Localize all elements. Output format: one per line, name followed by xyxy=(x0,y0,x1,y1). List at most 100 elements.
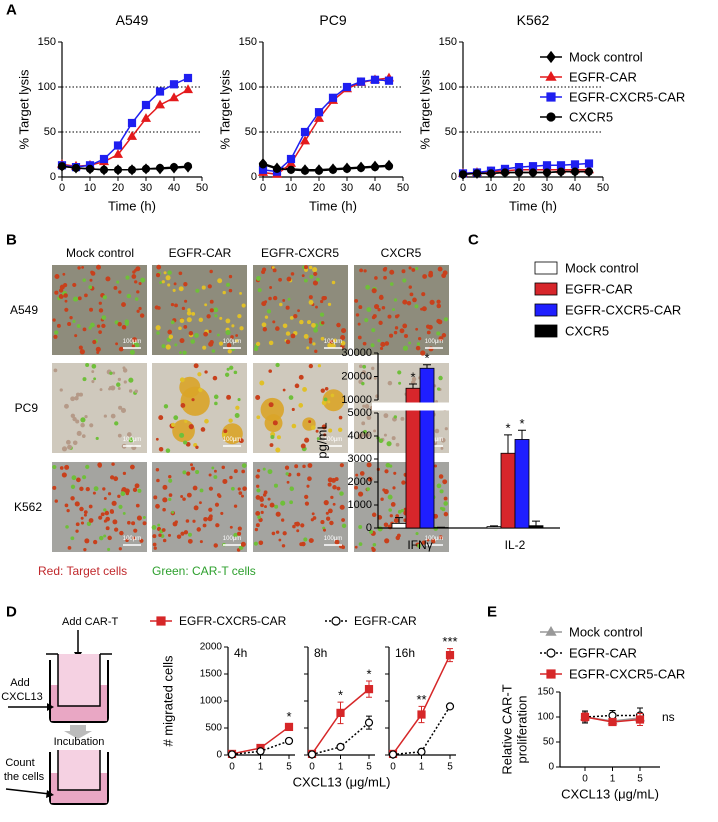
cell xyxy=(98,308,104,313)
cell xyxy=(389,333,394,338)
micrograph: 100μm xyxy=(52,363,147,453)
cell xyxy=(206,314,211,319)
marker xyxy=(99,165,109,174)
cell xyxy=(96,324,101,328)
y-tick-label: 50 xyxy=(445,126,457,138)
y-tick-label: 0 xyxy=(251,171,257,183)
cell xyxy=(208,473,212,477)
micrograph: 100μm xyxy=(152,363,247,453)
cell xyxy=(72,319,76,323)
cell xyxy=(385,462,391,468)
cell xyxy=(304,494,309,499)
cell xyxy=(361,381,365,386)
series-line xyxy=(61,165,189,171)
arrow xyxy=(5,788,51,795)
marker xyxy=(85,164,95,173)
cell xyxy=(207,284,212,289)
cell xyxy=(107,547,111,551)
cell xyxy=(401,480,406,485)
legend-label: CXCR5 xyxy=(569,110,613,125)
cell xyxy=(307,476,312,482)
cell xyxy=(327,482,332,487)
cell xyxy=(185,519,190,523)
cell xyxy=(156,264,162,270)
cell xyxy=(281,518,285,522)
cell xyxy=(302,464,306,469)
cell xyxy=(274,504,279,509)
cell xyxy=(340,335,346,341)
cell xyxy=(138,306,142,311)
cell xyxy=(271,531,276,536)
cell xyxy=(187,532,192,537)
micrograph: 100μm xyxy=(253,265,348,355)
cell xyxy=(339,504,345,510)
error-bar xyxy=(409,383,417,389)
cell xyxy=(328,428,333,433)
cell xyxy=(162,497,168,503)
arrow-down xyxy=(64,725,92,739)
chart-title: 16h xyxy=(395,646,415,660)
column-header: CXCR5 xyxy=(381,246,422,260)
cell xyxy=(118,405,123,410)
cell xyxy=(209,308,214,313)
cell xyxy=(124,488,130,494)
cell xyxy=(63,293,68,298)
cell xyxy=(361,421,366,426)
cell xyxy=(103,534,107,538)
x-tick-label: 10 xyxy=(84,182,96,194)
cell xyxy=(72,282,77,288)
cell xyxy=(317,364,322,368)
cell xyxy=(64,403,69,409)
cell xyxy=(241,463,247,468)
cell xyxy=(395,442,400,447)
cell xyxy=(334,477,339,482)
cell xyxy=(72,416,77,422)
error-bar xyxy=(532,520,540,526)
cell xyxy=(174,520,178,524)
series-line xyxy=(262,79,390,173)
cell xyxy=(131,521,136,526)
x-axis-label: CXCL13 (μg/mL) xyxy=(561,787,659,802)
bar xyxy=(528,525,544,529)
cell xyxy=(173,415,179,421)
cell xyxy=(315,305,318,309)
cell xyxy=(355,473,359,477)
y-axis-label: % Target lysis xyxy=(418,69,433,149)
micrograph: 100μm xyxy=(151,462,247,552)
cell xyxy=(426,330,431,335)
cell xyxy=(54,330,59,335)
cell xyxy=(155,437,159,441)
cell xyxy=(136,515,142,521)
cell xyxy=(294,383,300,389)
x-tick-label: 1 xyxy=(338,762,344,773)
y-tick-label: 150 xyxy=(537,687,554,698)
cell xyxy=(320,388,325,393)
cell xyxy=(323,397,328,402)
marker xyxy=(169,163,179,172)
column-header: Mock control xyxy=(66,246,134,260)
cell xyxy=(208,514,213,519)
cell xyxy=(78,392,83,397)
cell xyxy=(117,387,121,390)
cell xyxy=(108,387,111,391)
x-tick-label: 5 xyxy=(286,762,292,773)
cell xyxy=(131,337,138,343)
cell xyxy=(308,299,314,305)
cell xyxy=(81,265,85,269)
cell xyxy=(235,334,239,337)
cell xyxy=(174,343,178,347)
cell xyxy=(230,486,235,491)
cell xyxy=(218,341,224,346)
cell xyxy=(83,513,87,517)
cell xyxy=(122,512,126,515)
cell xyxy=(81,434,86,438)
y-axis-label: proliferation xyxy=(515,696,530,764)
cell xyxy=(105,276,111,282)
cell xyxy=(390,502,396,507)
cell xyxy=(223,429,228,434)
cell xyxy=(229,365,234,370)
cell xyxy=(408,266,412,270)
y-axis-label: % Target lysis xyxy=(218,69,233,149)
cell xyxy=(93,486,99,492)
cell xyxy=(290,272,295,276)
